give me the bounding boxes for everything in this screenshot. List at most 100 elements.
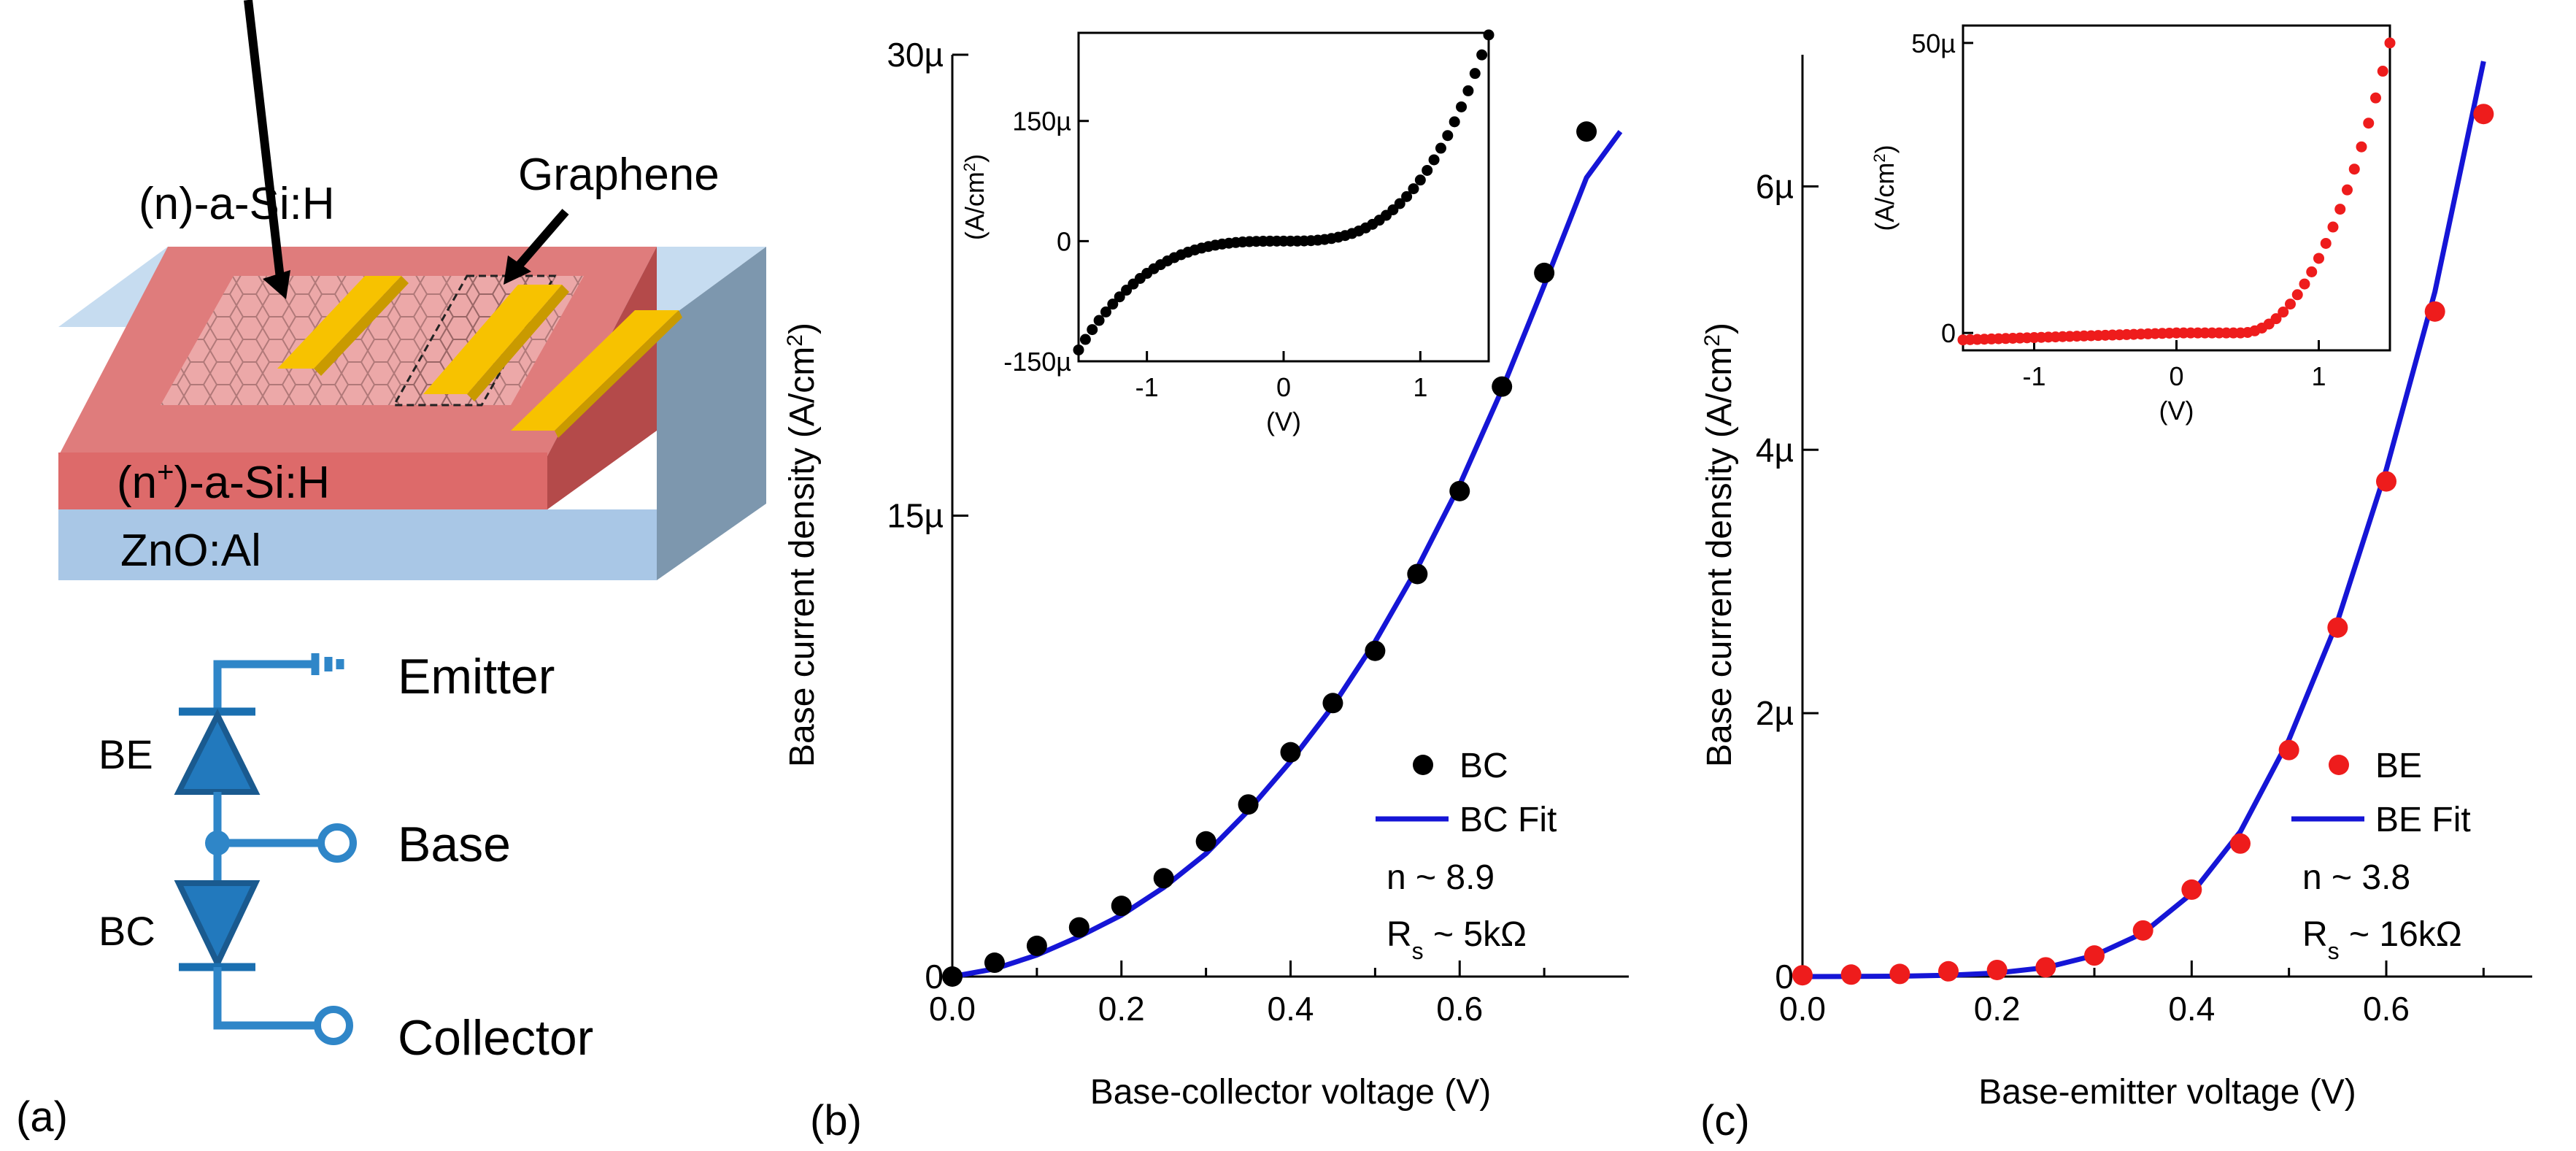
inset: -1 0 1 0 50µ (V) (A/cm2) — [1870, 24, 2396, 426]
inset-x-tick-label: 0 — [1276, 372, 1291, 402]
x-tick-label: 0.2 — [1098, 990, 1145, 1028]
inset-data-point — [2334, 204, 2346, 215]
inset-frame — [1077, 31, 1490, 363]
y-tick-label: 6µ — [1756, 167, 1794, 205]
inset-y-tick-label: -150µ — [1003, 347, 1071, 377]
inset-data-point — [2363, 118, 2375, 129]
y-tick-label: 15µ — [887, 497, 944, 535]
nplus-layer-front — [58, 453, 547, 509]
data-point — [2424, 301, 2445, 322]
inset-x-tick-label: 1 — [1413, 372, 1427, 402]
inset-x-tick-label: -1 — [2022, 361, 2045, 391]
annotation-n: n ~ 3.8 — [2302, 858, 2410, 897]
contact-2 — [423, 285, 562, 394]
inset-x-tick-label: 1 — [2311, 361, 2326, 391]
x-axis-label: Base-emitter voltage (V) — [1978, 1073, 2356, 1112]
inset-data-point — [1456, 101, 1468, 112]
data-point — [2376, 471, 2396, 492]
x-tick-label: 0.6 — [1436, 990, 1483, 1028]
inset-data-point — [1422, 164, 1433, 176]
circuit-bc-label: BC — [99, 908, 155, 954]
equivalent-circuit — [174, 653, 357, 1045]
data-point — [1238, 794, 1259, 815]
inset-data-point — [2348, 163, 2360, 175]
inset-data-point — [2270, 313, 2282, 325]
collector-terminal — [314, 1006, 353, 1045]
inset-data-point — [1469, 68, 1481, 80]
inset-y-label: (A/cm2) — [1870, 145, 1900, 231]
data-point — [1889, 963, 1910, 985]
inset-data-point — [1483, 29, 1495, 41]
data-point — [1068, 917, 1090, 938]
data-point — [2035, 957, 2056, 978]
inset-data-point — [1100, 306, 1111, 317]
inset-frame — [1962, 24, 2391, 352]
inset-y-tick-label: 50µ — [1911, 28, 1956, 58]
x-tick-label: 0.0 — [1779, 990, 1826, 1028]
arrow-n-asi — [244, 0, 285, 285]
inset-data-point — [2377, 66, 2388, 77]
legend-label: BC Fit — [1459, 801, 1557, 839]
inset-data-point — [1435, 142, 1446, 154]
x-tick-label: 0.4 — [2168, 990, 2215, 1028]
legend-marker — [1413, 755, 1433, 775]
inset-data-point — [2291, 289, 2303, 301]
data-point — [1322, 693, 1343, 714]
inset-data-point — [1449, 116, 1460, 128]
inset-y-label: (A/cm2) — [960, 154, 990, 240]
inset-data-point — [2356, 141, 2367, 153]
legend-label: BE — [2375, 747, 2422, 785]
inset: -1 0 1 -150µ 0 150µ (V) (A/cm2) — [960, 29, 1495, 436]
arrow-n-asi-head — [263, 270, 290, 299]
inset-data-point — [1408, 183, 1419, 195]
chart-b: 0.0 0.2 0.4 0.6 0 15µ 30µ Base-collector voltag… — [783, 29, 1629, 1144]
data-point — [1365, 640, 1386, 661]
x-axis-label: Base-collector voltage (V) — [1090, 1073, 1492, 1112]
label-graphene: Graphene — [518, 150, 720, 200]
wire-emitter — [213, 660, 314, 712]
contact-2-side — [467, 285, 569, 401]
chart-c: 0.0 0.2 0.4 0.6 0 2µ 4µ 6µ Base-emitter voltage … — [1700, 24, 2532, 1144]
inset-data-point — [1093, 315, 1105, 326]
contact-3 — [511, 310, 679, 431]
data-point — [1407, 563, 1428, 585]
data-point — [1449, 480, 1470, 501]
device-schematic: (n)-a-Si:H Graphene (n+)-a-Si:H ZnO:Al — [58, 0, 766, 580]
legend-marker — [2329, 755, 2349, 775]
y-tick-label: 2µ — [1756, 694, 1794, 732]
contact-1-side — [314, 276, 409, 376]
data-point — [1111, 896, 1132, 917]
circuit-emitter-label: Emitter — [398, 649, 555, 704]
circuit-be-label: BE — [99, 731, 153, 777]
x-tick-label: 0.4 — [1268, 990, 1314, 1028]
inset-data-point — [1401, 190, 1413, 202]
contact-3-side — [555, 310, 682, 438]
inset-data-point — [1079, 334, 1091, 345]
data-point — [2230, 833, 2251, 854]
inset-data-point — [1073, 344, 1084, 355]
inset-data-point — [2299, 278, 2310, 290]
label-substrate: ZnO:Al — [120, 526, 261, 576]
data-point — [1534, 262, 1555, 283]
data-point — [1026, 935, 1047, 956]
legend-label: BE Fit — [2375, 801, 2471, 839]
inset-data-point — [2384, 37, 2396, 49]
panel-a-label: (a) — [16, 1093, 68, 1141]
inset-data-point — [1087, 324, 1098, 336]
data-point — [1792, 965, 1813, 986]
inset-y-tick-label: 0 — [1941, 318, 1956, 348]
annotation-n: n ~ 8.9 — [1387, 858, 1495, 897]
inset-y-tick-label: 150µ — [1012, 107, 1071, 136]
label-nplus-asi: (n+)-a-Si:H — [117, 456, 330, 508]
x-tick-label: 0.2 — [1974, 990, 2021, 1028]
inset-data-point — [2285, 299, 2296, 310]
annotation-rs: Rs ~ 5kΩ — [1387, 915, 1527, 964]
x-tick-label: 0.0 — [929, 990, 976, 1028]
wire-collector — [213, 967, 317, 1030]
legend-label: BC — [1459, 747, 1508, 785]
arrow-graphene-head — [504, 255, 531, 285]
panel-label: (c) — [1700, 1097, 1750, 1144]
data-point — [2084, 945, 2105, 966]
data-point — [2473, 104, 2494, 125]
